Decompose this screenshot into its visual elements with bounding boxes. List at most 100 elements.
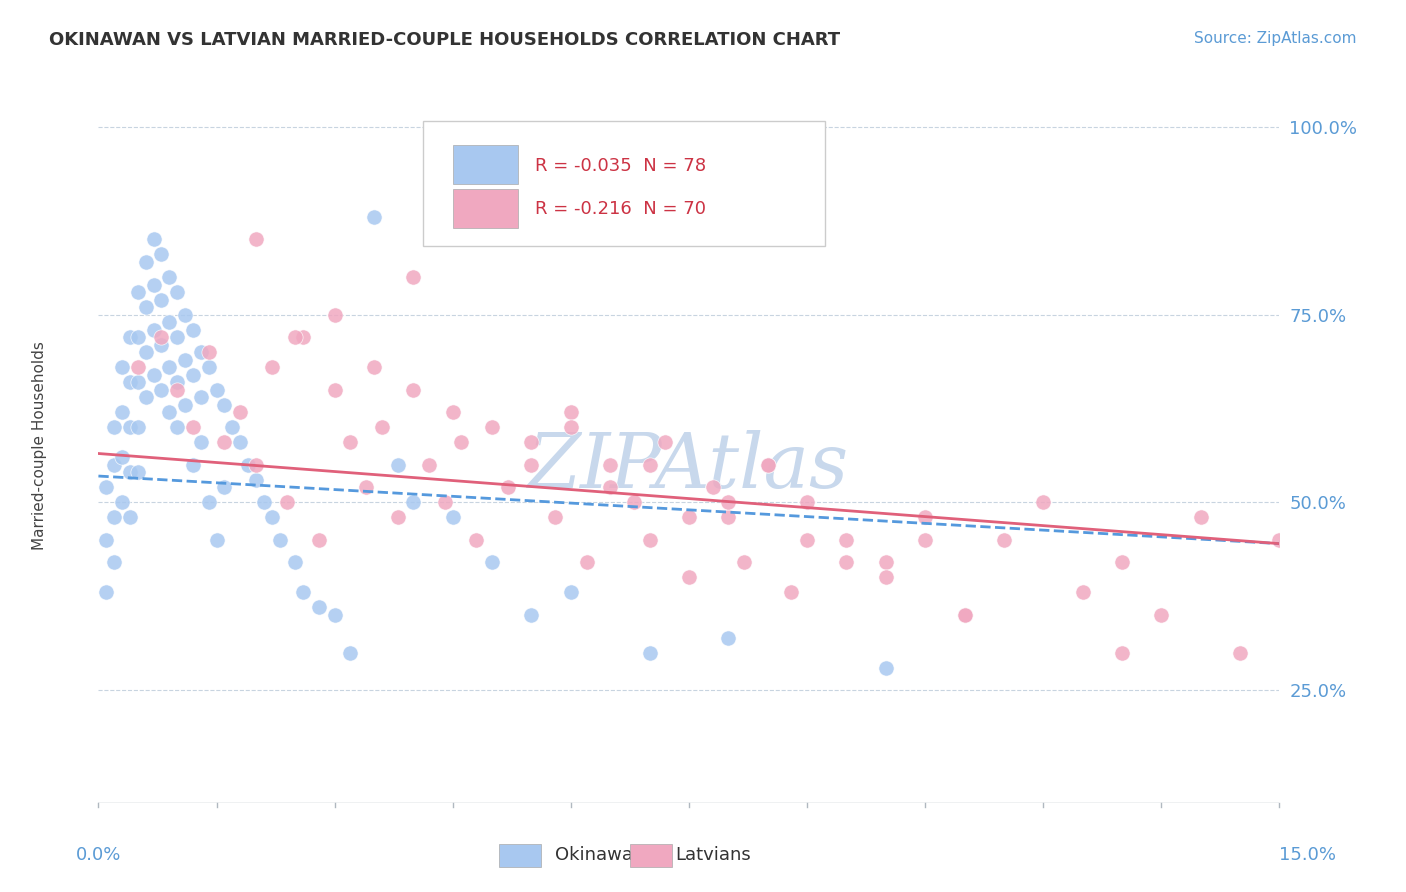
- Point: [284, 556, 307, 570]
- Point: [142, 368, 165, 382]
- Point: [835, 533, 858, 547]
- Point: [1032, 495, 1054, 509]
- Point: [520, 435, 543, 450]
- Point: [875, 570, 897, 584]
- Point: [441, 510, 464, 524]
- Point: [575, 556, 598, 570]
- Point: [835, 556, 858, 570]
- Point: [166, 285, 188, 299]
- Point: [197, 495, 219, 509]
- Point: [111, 450, 134, 465]
- Point: [323, 383, 346, 397]
- Point: [96, 480, 118, 494]
- Point: [236, 458, 259, 472]
- Point: [308, 600, 330, 615]
- Point: [118, 330, 141, 344]
- Point: [111, 360, 134, 375]
- Point: [96, 585, 118, 599]
- Point: [150, 247, 173, 261]
- Point: [174, 398, 197, 412]
- FancyBboxPatch shape: [453, 189, 517, 228]
- Point: [418, 458, 440, 472]
- Text: Source: ZipAtlas.com: Source: ZipAtlas.com: [1194, 31, 1357, 46]
- Point: [756, 458, 779, 472]
- Point: [166, 330, 188, 344]
- Point: [229, 435, 252, 450]
- Point: [205, 383, 228, 397]
- Point: [363, 360, 385, 375]
- Point: [780, 585, 803, 599]
- Point: [166, 420, 188, 434]
- Point: [142, 322, 165, 336]
- Point: [465, 533, 488, 547]
- Point: [953, 607, 976, 622]
- Point: [214, 480, 236, 494]
- Point: [717, 510, 740, 524]
- Point: [796, 533, 818, 547]
- Point: [638, 533, 661, 547]
- Point: [875, 660, 897, 674]
- Point: [292, 330, 315, 344]
- Point: [96, 533, 118, 547]
- Point: [127, 360, 149, 375]
- Point: [717, 495, 740, 509]
- Point: [150, 383, 173, 397]
- Point: [433, 495, 456, 509]
- Point: [127, 330, 149, 344]
- Point: [111, 405, 134, 419]
- Text: R = -0.216  N = 70: R = -0.216 N = 70: [536, 200, 706, 218]
- Point: [402, 383, 425, 397]
- Point: [157, 315, 180, 329]
- Point: [339, 646, 361, 660]
- Point: [221, 420, 243, 434]
- Point: [354, 480, 377, 494]
- Text: 0.0%: 0.0%: [76, 846, 121, 863]
- Point: [103, 556, 125, 570]
- Text: R = -0.035  N = 78: R = -0.035 N = 78: [536, 157, 707, 175]
- Point: [135, 300, 157, 314]
- Point: [118, 420, 141, 434]
- Point: [245, 232, 267, 246]
- Point: [174, 352, 197, 367]
- Point: [914, 533, 936, 547]
- Point: [599, 458, 621, 472]
- Point: [260, 360, 283, 375]
- FancyBboxPatch shape: [423, 121, 825, 246]
- Point: [953, 607, 976, 622]
- Point: [103, 510, 125, 524]
- Point: [181, 368, 204, 382]
- Point: [174, 308, 197, 322]
- Point: [875, 556, 897, 570]
- Point: [127, 465, 149, 479]
- Point: [197, 360, 219, 375]
- Point: [111, 495, 134, 509]
- Point: [654, 435, 676, 450]
- Point: [496, 480, 519, 494]
- Point: [135, 345, 157, 359]
- Point: [276, 495, 298, 509]
- Point: [387, 510, 409, 524]
- Point: [205, 533, 228, 547]
- Point: [118, 510, 141, 524]
- Text: Okinawans: Okinawans: [555, 846, 654, 863]
- Point: [323, 308, 346, 322]
- Point: [1111, 646, 1133, 660]
- Point: [190, 435, 212, 450]
- Point: [441, 405, 464, 419]
- Point: [339, 435, 361, 450]
- Point: [599, 480, 621, 494]
- Point: [717, 631, 740, 645]
- Point: [678, 510, 700, 524]
- Point: [363, 210, 385, 224]
- Point: [190, 390, 212, 404]
- Point: [1150, 607, 1173, 622]
- Point: [245, 458, 267, 472]
- Point: [157, 405, 180, 419]
- Point: [387, 458, 409, 472]
- Point: [229, 405, 252, 419]
- Point: [1111, 556, 1133, 570]
- Point: [214, 435, 236, 450]
- Point: [118, 375, 141, 389]
- Point: [103, 458, 125, 472]
- Point: [190, 345, 212, 359]
